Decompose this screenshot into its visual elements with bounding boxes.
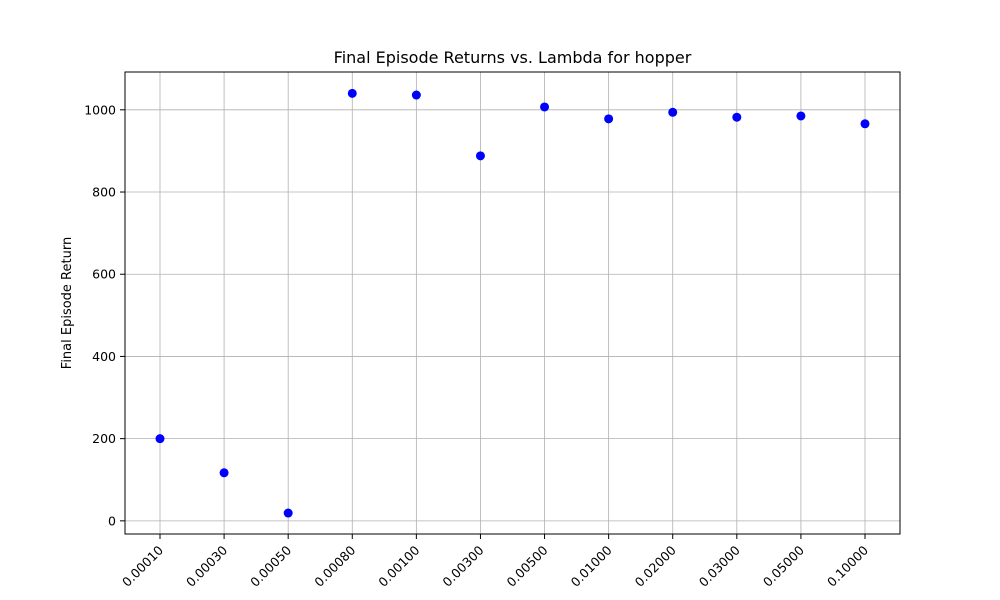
points-layer (155, 88, 870, 518)
chart-title: Final Episode Returns vs. Lambda for hop… (334, 48, 692, 67)
y-tick-label: 1000 (84, 102, 116, 117)
data-point (796, 111, 806, 121)
y-tick-label: 800 (92, 185, 116, 200)
y-axis-label: Final Episode Return (60, 237, 75, 369)
data-point (347, 88, 357, 98)
data-point (604, 114, 614, 124)
data-point (540, 102, 550, 112)
data-point (475, 151, 485, 161)
plot-frame (124, 71, 901, 535)
data-point (155, 434, 165, 444)
y-tick-label: 0 (108, 513, 116, 528)
data-point (668, 107, 678, 117)
data-point (283, 508, 293, 518)
data-point (411, 90, 421, 100)
y-tick-label: 200 (92, 431, 116, 446)
data-point (732, 112, 742, 122)
grid-layer (125, 72, 900, 534)
y-tick-label: 600 (92, 267, 116, 282)
data-point (860, 119, 870, 129)
y-tick-label: 400 (92, 349, 116, 364)
data-point (219, 468, 229, 478)
